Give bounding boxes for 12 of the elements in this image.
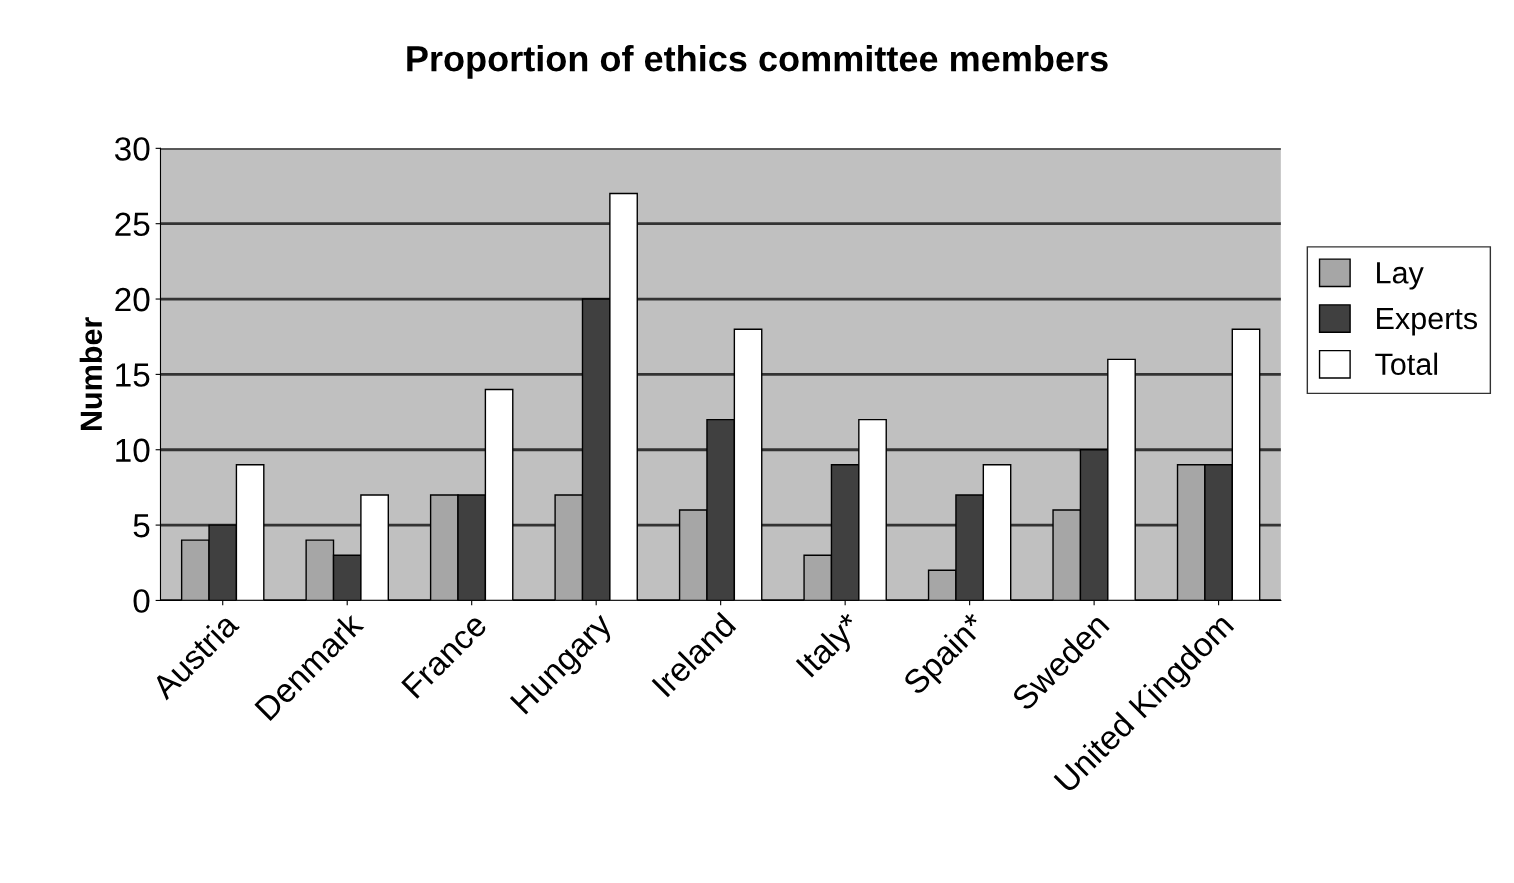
chart-title: Proportion of ethics committee members xyxy=(407,44,1108,79)
y-tick-label: 15 xyxy=(116,363,150,387)
legend-label: Experts xyxy=(1377,308,1478,336)
legend-label: Lay xyxy=(1377,262,1424,290)
y-axis-title: Number xyxy=(79,317,103,431)
y-tick-label: 30 xyxy=(114,137,150,161)
y-tick-label: 25 xyxy=(115,212,150,237)
y-tick-label: 10 xyxy=(116,438,150,463)
y-tick-label: 20 xyxy=(115,287,150,312)
legend-label: Total xyxy=(1375,352,1438,376)
y-tick-label: 5 xyxy=(133,514,150,538)
y-tick-label: 0 xyxy=(133,589,150,613)
